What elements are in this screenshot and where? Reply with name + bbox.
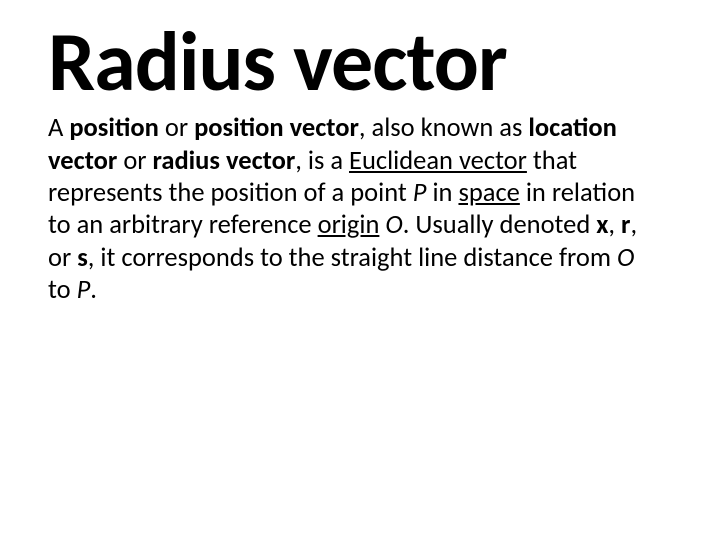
var-p: P [413, 177, 427, 209]
text-run: to [48, 274, 77, 306]
text-run: , is a [295, 145, 349, 177]
link-origin[interactable]: origin [318, 209, 380, 241]
var-x: x [596, 209, 608, 241]
var-o: O [385, 209, 402, 241]
link-euclidean-vector[interactable]: Euclidean vector [349, 145, 527, 177]
text-run: . [90, 274, 97, 306]
text-run: , also known as [359, 112, 528, 144]
var-s: s [77, 242, 88, 274]
text-run: . Usually denoted [403, 209, 597, 241]
slide-body: A position or position vector, also know… [48, 112, 648, 306]
text-run: , it corresponds to the straight line di… [88, 242, 617, 274]
text-run: in [426, 177, 458, 209]
var-o-2: O [617, 242, 634, 274]
text-run: or [159, 112, 194, 144]
link-space[interactable]: space [458, 177, 519, 209]
text-run: or [117, 145, 152, 177]
term-position-vector: position vector [194, 112, 359, 144]
text-run: , [608, 209, 621, 241]
text-run: A [48, 112, 69, 144]
slide: Radius vector A position or position vec… [0, 0, 720, 540]
var-p-2: P [77, 274, 91, 306]
term-radius-vector: radius vector [153, 145, 296, 177]
term-position: position [69, 112, 159, 144]
slide-title: Radius vector [48, 18, 672, 106]
